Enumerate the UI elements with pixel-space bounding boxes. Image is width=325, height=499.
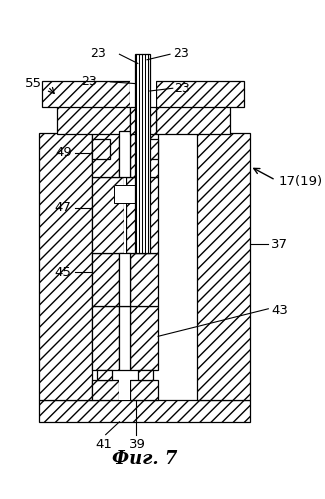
Bar [143,107,156,134]
Bar [130,306,158,370]
Bar [130,380,158,400]
Bar [120,131,130,177]
Bar [92,177,124,252]
Bar [130,81,156,134]
Bar [39,133,92,400]
Text: 23: 23 [90,47,106,60]
Bar [42,81,130,107]
Text: 45: 45 [55,265,72,278]
Bar [120,306,130,370]
Bar [39,400,250,422]
Bar [92,306,120,370]
Text: 39: 39 [129,438,146,451]
Text: 23: 23 [81,75,97,88]
Bar [57,84,130,134]
Bar [130,252,158,306]
Bar [156,84,230,134]
Bar [130,107,143,134]
Bar [197,133,250,400]
Bar [135,54,150,252]
Bar [92,306,120,370]
Text: Фиг. 7: Фиг. 7 [111,450,177,468]
Bar [130,131,158,177]
Bar [98,370,112,380]
Bar [114,185,136,203]
Bar [138,370,152,380]
Bar [92,380,120,400]
Bar [130,131,158,177]
Bar [135,54,150,252]
Bar [143,107,156,134]
Bar [120,252,130,306]
Text: 23: 23 [175,82,190,95]
Bar [57,84,130,134]
Text: 23: 23 [173,47,188,60]
Text: 17(19): 17(19) [279,176,322,189]
Bar [114,185,136,203]
Bar [92,380,120,400]
Bar [140,139,158,159]
Text: 41: 41 [96,438,112,451]
Bar [92,131,120,177]
Bar [42,81,130,107]
Bar [126,177,158,252]
Bar [39,133,92,400]
Text: 43: 43 [271,304,288,317]
Bar [92,177,124,252]
Bar [39,400,250,422]
Bar [156,84,230,134]
Bar [92,139,110,159]
Bar [124,177,126,252]
Bar [98,370,112,380]
Bar [197,133,250,400]
Bar [130,107,143,134]
Bar [120,370,130,400]
Bar [138,370,152,380]
Bar [130,380,158,400]
Bar [92,252,120,306]
Bar [92,131,120,177]
Text: 55: 55 [25,77,42,90]
Bar [92,252,120,306]
Text: 37: 37 [271,238,288,251]
Bar [92,139,110,159]
Text: 47: 47 [55,201,72,214]
Bar [120,131,130,177]
Bar [130,306,158,370]
Bar [140,139,158,159]
Bar [130,252,158,306]
Bar [156,81,244,107]
Bar [120,306,130,370]
Bar [126,177,158,252]
Bar [120,252,130,306]
Bar [156,81,244,107]
Text: 49: 49 [55,146,72,159]
